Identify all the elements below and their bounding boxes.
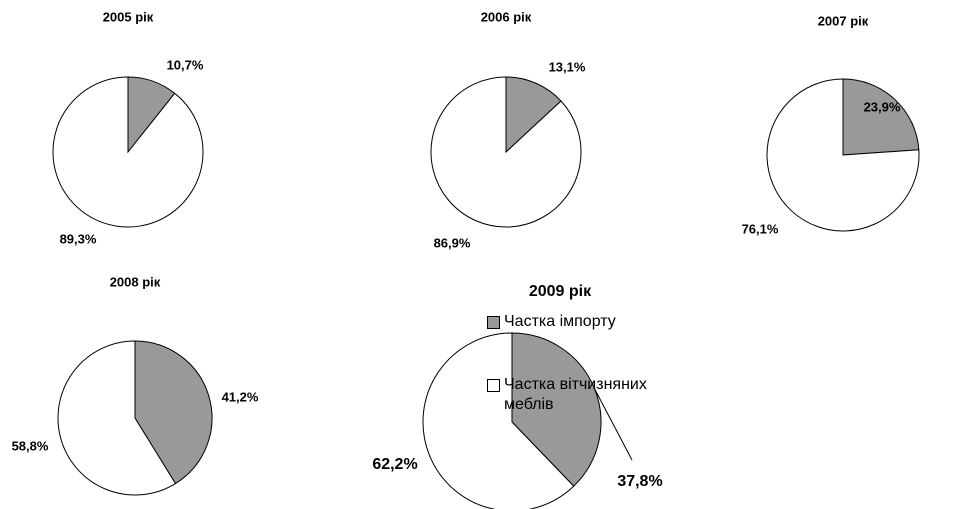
data-label: 41,2% bbox=[222, 389, 259, 404]
pie-slice bbox=[505, 76, 562, 154]
data-label: 89,3% bbox=[60, 231, 97, 246]
data-label: 37,8% bbox=[617, 473, 662, 490]
chart-title: 2007 рік bbox=[818, 13, 869, 28]
legend-item: Частка вітчизняних меблів bbox=[487, 375, 654, 415]
data-label: 13,1% bbox=[549, 59, 586, 74]
leader-line bbox=[594, 388, 633, 461]
data-label: 10,7% bbox=[167, 57, 204, 72]
legend-label: Частка імпорту bbox=[504, 313, 616, 330]
chart-title: 2005 рік bbox=[103, 9, 154, 24]
pie-slice bbox=[134, 340, 213, 485]
chart-title: 2008 рік bbox=[110, 274, 161, 289]
data-label: 76,1% bbox=[742, 221, 779, 236]
pie-slice bbox=[430, 76, 582, 228]
data-label: 86,9% bbox=[434, 235, 471, 250]
legend-item: Частка імпорту bbox=[487, 312, 654, 332]
pie-slice bbox=[842, 78, 920, 156]
pie-slice bbox=[57, 340, 177, 496]
chart-title: 2009 рік bbox=[529, 283, 592, 300]
data-label: 62,2% bbox=[372, 456, 417, 473]
legend-swatch bbox=[487, 316, 500, 329]
data-label: 58,8% bbox=[12, 438, 49, 453]
data-label: 23,9% bbox=[864, 99, 901, 114]
chart-title: 2006 рік bbox=[481, 9, 532, 24]
pie-slice bbox=[52, 76, 204, 228]
legend-swatch bbox=[487, 379, 500, 392]
pie-slice bbox=[511, 332, 602, 487]
legend-label: Частка вітчизняних меблів bbox=[504, 376, 647, 413]
pie-slice bbox=[766, 78, 920, 232]
